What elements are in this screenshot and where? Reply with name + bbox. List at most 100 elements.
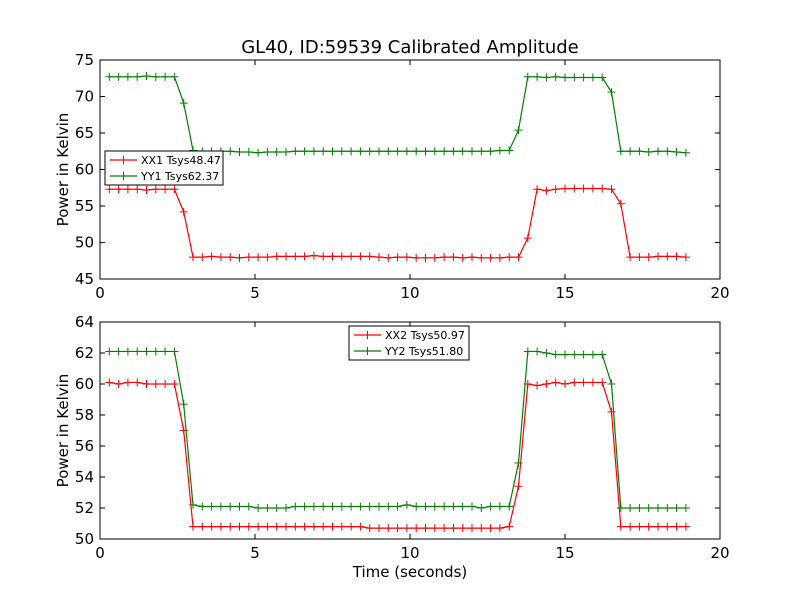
data-point — [551, 185, 560, 194]
data-point — [533, 185, 542, 194]
data-point — [375, 524, 383, 533]
data-point — [449, 147, 458, 156]
x-tick-label: 10 — [400, 544, 419, 562]
data-point — [384, 502, 393, 511]
y-tick-label: 70 — [75, 88, 94, 106]
data-point — [514, 126, 523, 135]
data-point — [151, 185, 160, 194]
data-point — [337, 147, 346, 156]
data-point — [170, 347, 179, 356]
y-tick-label: 65 — [75, 124, 94, 142]
data-point — [375, 502, 383, 511]
data-point — [170, 72, 179, 81]
legend-marker — [119, 156, 128, 164]
data-point — [133, 347, 142, 356]
data-point — [579, 73, 588, 82]
data-point — [282, 147, 290, 156]
data-point — [300, 147, 309, 156]
data-point — [114, 185, 123, 194]
data-point — [570, 378, 579, 387]
data-point — [393, 524, 402, 533]
data-point — [328, 502, 337, 511]
data-point — [226, 147, 235, 156]
data-point — [161, 347, 170, 356]
data-point — [347, 147, 356, 156]
data-point — [356, 252, 365, 261]
data-point — [644, 504, 653, 512]
data-point — [440, 253, 449, 262]
data-point — [272, 147, 281, 156]
data-point — [505, 146, 514, 155]
data-point — [626, 504, 635, 512]
data-point — [207, 502, 216, 511]
data-point — [235, 502, 244, 511]
legend-label: XX2 Tsys50.97 — [385, 329, 465, 342]
data-point — [123, 347, 132, 356]
data-point — [672, 252, 681, 261]
data-point — [626, 147, 635, 156]
data-point — [533, 381, 542, 390]
data-point — [570, 73, 579, 82]
data-point — [189, 253, 197, 262]
data-point — [105, 72, 114, 81]
data-point — [254, 148, 263, 157]
data-point — [598, 184, 607, 193]
data-point — [347, 502, 356, 511]
y-axis-label: Power in Kelvin — [54, 374, 72, 488]
data-point — [179, 207, 188, 216]
data-point — [105, 185, 114, 194]
data-point — [161, 380, 170, 388]
data-point — [207, 252, 216, 261]
data-point — [505, 522, 514, 531]
data-point — [477, 524, 486, 533]
data-point — [328, 522, 337, 531]
y-axis-label: Power in Kelvin — [54, 113, 72, 227]
data-point — [347, 252, 356, 261]
data-point — [607, 380, 616, 388]
legend: XX2 Tsys50.97 YY2 Tsys51.80 — [348, 325, 470, 361]
legend-label: XX1 Tsys48.47 — [141, 154, 221, 167]
data-point — [514, 253, 523, 262]
data-point — [440, 524, 449, 533]
y-tick-label: 50 — [75, 530, 94, 548]
data-point — [468, 502, 476, 511]
data-point — [402, 147, 411, 156]
data-point — [644, 253, 653, 262]
data-point — [542, 186, 551, 195]
data-point — [272, 252, 281, 261]
x-tick-label: 5 — [250, 544, 260, 562]
data-point — [477, 253, 486, 262]
data-point — [216, 522, 225, 531]
data-point — [616, 522, 625, 531]
data-point — [505, 502, 514, 511]
legend-label: YY2 Tsys51.80 — [384, 345, 463, 358]
data-point — [626, 522, 635, 531]
data-point — [254, 253, 263, 262]
data-point — [328, 147, 337, 156]
y-tick-label: 58 — [75, 406, 94, 424]
data-point — [635, 522, 644, 531]
data-point — [151, 380, 160, 388]
data-point — [291, 502, 300, 511]
data-point — [309, 147, 318, 156]
data-point — [114, 380, 123, 388]
data-point — [430, 502, 439, 511]
data-point — [672, 504, 681, 512]
data-point — [319, 147, 328, 156]
data-point — [105, 347, 114, 356]
data-point — [244, 522, 253, 531]
data-point — [105, 378, 114, 387]
data-point — [495, 502, 504, 511]
data-point — [598, 378, 607, 387]
data-point — [226, 502, 235, 511]
data-point — [681, 253, 690, 262]
data-point — [282, 252, 290, 261]
legend-label: YY1 Tsys62.37 — [140, 170, 219, 183]
data-point — [235, 522, 244, 531]
legend-marker — [119, 172, 128, 180]
data-point — [458, 253, 467, 262]
data-point — [216, 502, 225, 511]
data-point — [328, 252, 337, 261]
data-point — [384, 524, 393, 533]
